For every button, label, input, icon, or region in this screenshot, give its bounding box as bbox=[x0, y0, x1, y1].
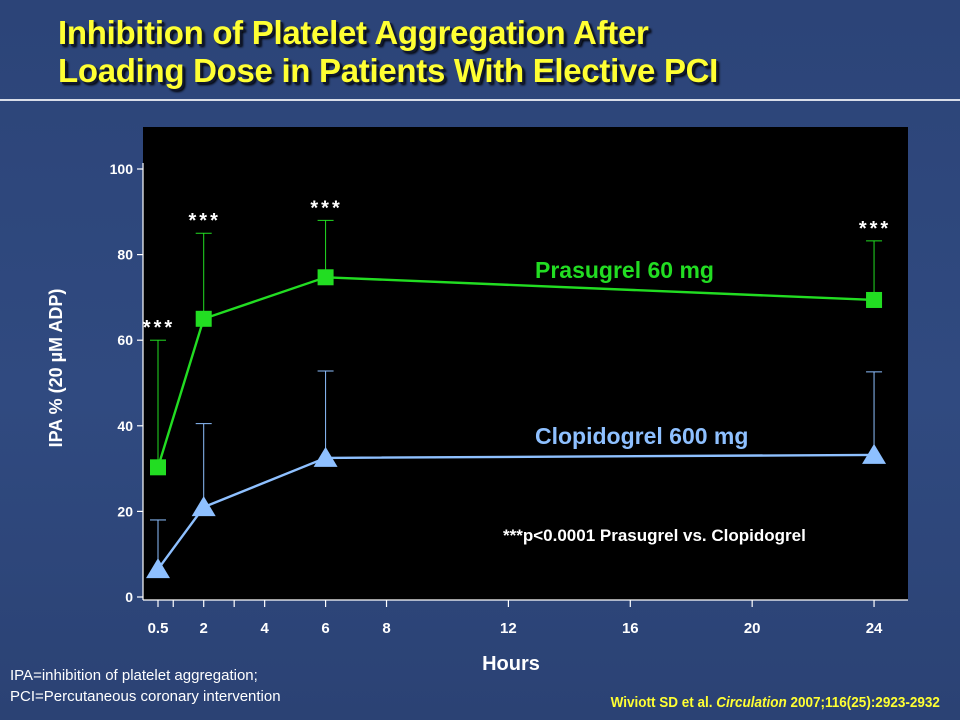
y-tick-label: 20 bbox=[117, 503, 133, 519]
data-point-triangle bbox=[146, 558, 170, 579]
y-axis-title: IPA % (20 µM ADP) bbox=[46, 289, 66, 448]
title-line-1: Inhibition of Platelet Aggregation After bbox=[58, 14, 649, 51]
y-tick-label: 60 bbox=[117, 332, 133, 348]
x-tick-label: 2 bbox=[200, 620, 208, 637]
y-tick-label: 0 bbox=[125, 589, 133, 605]
data-point-square bbox=[866, 291, 883, 308]
series-label: Clopidogrel 600 mg bbox=[535, 423, 748, 449]
citation-journal: Circulation bbox=[716, 694, 787, 711]
series-clopidogrel bbox=[146, 370, 887, 579]
x-axis-title: Hours bbox=[482, 653, 540, 675]
series-layer bbox=[146, 219, 887, 579]
x-tick-label: 24 bbox=[866, 620, 883, 637]
significance-mark: *** bbox=[189, 210, 221, 232]
labels-layer: Hours IPA % (20 µM ADP) Prasugrel 60 mg Clo… bbox=[46, 197, 891, 675]
slide-title: Inhibition of Platelet Aggregation After… bbox=[58, 14, 938, 90]
data-point-triangle bbox=[313, 446, 338, 467]
data-point-square bbox=[195, 310, 212, 327]
footnote: IPA=inhibition of platelet aggregation; … bbox=[10, 665, 281, 707]
x-tick-label: 16 bbox=[622, 620, 639, 637]
x-tick-label: 8 bbox=[382, 620, 390, 637]
data-point-square bbox=[317, 269, 334, 286]
data-point-triangle bbox=[191, 496, 216, 517]
significance-mark: *** bbox=[310, 197, 342, 219]
x-tick-label: 0.5 bbox=[148, 620, 169, 637]
data-point-triangle bbox=[862, 443, 887, 464]
series-label: Prasugrel 60 mg bbox=[535, 257, 714, 283]
x-tick-label: 12 bbox=[500, 620, 517, 637]
title-divider bbox=[0, 99, 960, 101]
plot-area bbox=[143, 127, 908, 600]
x-tick-label: 6 bbox=[321, 620, 329, 637]
significance-annotation: ***p<0.0001 Prasugrel vs. Clopidogrel bbox=[503, 526, 806, 545]
y-tick-label: 40 bbox=[117, 418, 133, 434]
title-line-2: Loading Dose in Patients With Elective P… bbox=[58, 52, 719, 89]
significance-mark: *** bbox=[859, 218, 891, 240]
series-line bbox=[157, 453, 875, 570]
y-tick-label: 100 bbox=[110, 161, 134, 177]
series-line bbox=[156, 276, 875, 468]
footnote-line-1: IPA=inhibition of platelet aggregation; bbox=[10, 667, 258, 684]
x-tick-label: 20 bbox=[744, 620, 761, 637]
data-point-square bbox=[150, 459, 166, 476]
citation-details: 2007;116(25):2923-2932 bbox=[786, 694, 940, 711]
citation: Wiviott SD et al. Circulation 2007;116(2… bbox=[611, 694, 940, 711]
x-tick-label: 4 bbox=[260, 620, 269, 637]
citation-authors: Wiviott SD et al. bbox=[610, 694, 717, 711]
series-prasugrel bbox=[150, 219, 883, 476]
significance-mark: *** bbox=[143, 317, 175, 339]
y-tick-label: 80 bbox=[117, 247, 133, 263]
footnote-line-2: PCI=Percutaneous coronary intervention bbox=[10, 688, 281, 705]
